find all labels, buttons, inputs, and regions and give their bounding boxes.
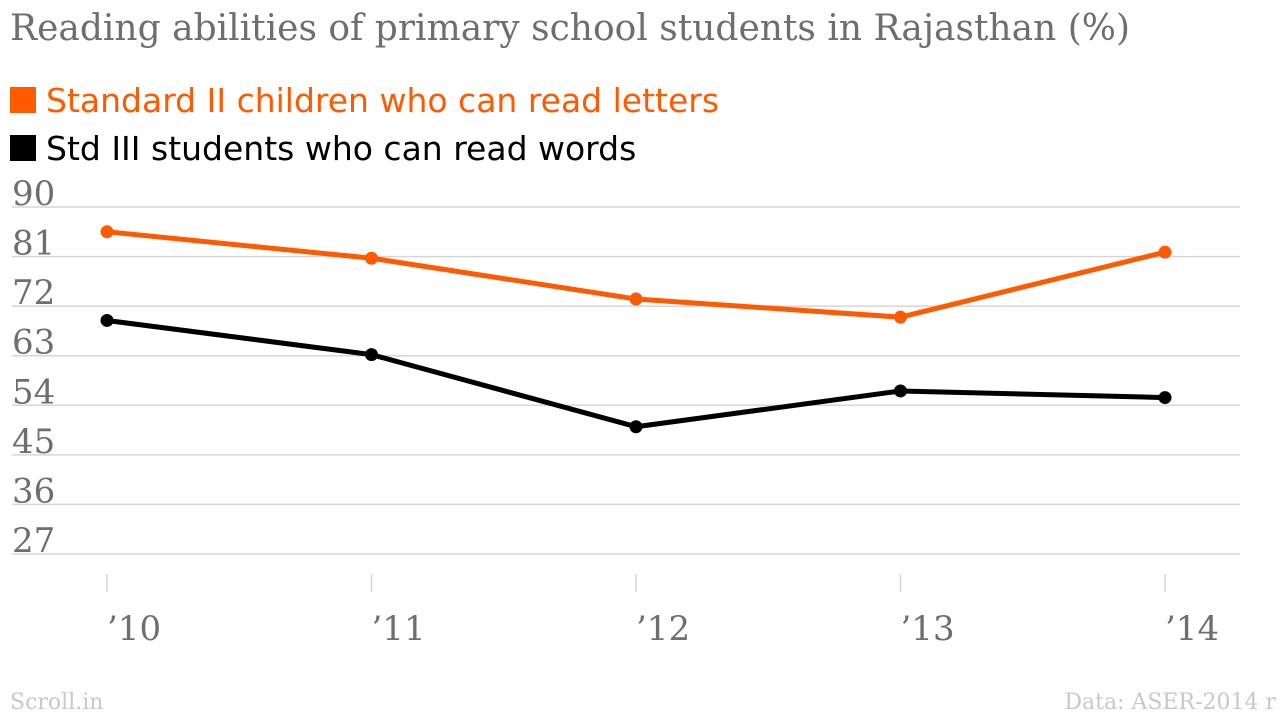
data-credit: Data: ASER-2014 r xyxy=(1064,690,1276,715)
data-point xyxy=(100,225,114,239)
data-point xyxy=(100,313,114,327)
data-point xyxy=(894,384,907,398)
legend-swatch-words xyxy=(10,135,36,161)
legend-item-words: Std III students who can read words xyxy=(10,124,719,172)
x-tick-label: ’10 xyxy=(107,609,161,649)
y-tick-label: 90 xyxy=(12,174,55,214)
y-tick-label: 36 xyxy=(12,471,55,511)
chart-title: Reading abilities of primary school stud… xyxy=(10,8,1131,49)
legend-swatch-letters xyxy=(10,87,36,113)
series-line xyxy=(104,317,1168,430)
y-tick-label: 54 xyxy=(12,372,55,412)
data-point xyxy=(1158,245,1172,259)
y-tick-label: 27 xyxy=(12,521,55,561)
legend-label-letters: Standard II children who can read letter… xyxy=(46,80,720,120)
y-tick-label: 81 xyxy=(12,224,55,264)
data-point xyxy=(629,420,643,434)
y-tick-label: 63 xyxy=(12,323,55,363)
x-tick-label: ’13 xyxy=(901,609,955,649)
data-point xyxy=(365,348,378,362)
data-point xyxy=(1158,391,1172,405)
legend: Standard II children who can read letter… xyxy=(10,76,719,172)
source-credit: Scroll.in xyxy=(10,690,104,715)
data-point xyxy=(894,310,907,324)
x-tick-label: ’11 xyxy=(372,609,426,649)
data-point xyxy=(365,251,378,265)
legend-item-letters: Standard II children who can read letter… xyxy=(10,76,719,124)
y-tick-label: 72 xyxy=(12,273,55,313)
x-tick-label: ’12 xyxy=(636,609,690,649)
x-tick-label: ’14 xyxy=(1165,609,1219,649)
y-tick-label: 45 xyxy=(12,422,55,462)
data-point xyxy=(629,292,643,306)
legend-label-words: Std III students who can read words xyxy=(46,128,637,168)
